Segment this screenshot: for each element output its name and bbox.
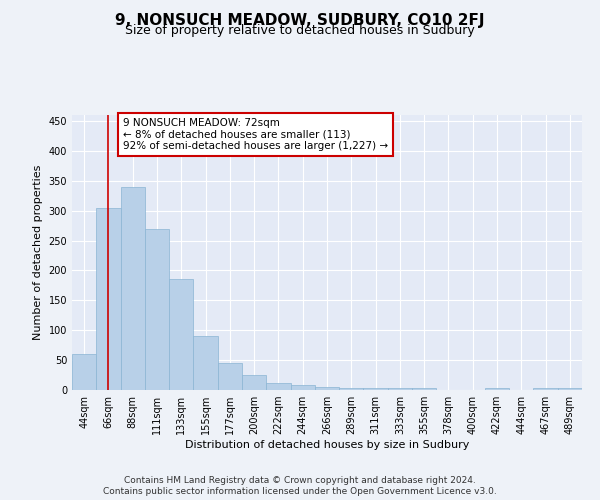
- Bar: [364, 388, 388, 390]
- Bar: [218, 363, 242, 390]
- Bar: [72, 354, 96, 390]
- Bar: [388, 388, 412, 390]
- Bar: [96, 208, 121, 390]
- Bar: [412, 388, 436, 390]
- Bar: [315, 387, 339, 390]
- Bar: [242, 375, 266, 390]
- Bar: [266, 383, 290, 390]
- X-axis label: Distribution of detached houses by size in Sudbury: Distribution of detached houses by size …: [185, 440, 469, 450]
- Text: Size of property relative to detached houses in Sudbury: Size of property relative to detached ho…: [125, 24, 475, 37]
- Bar: [485, 388, 509, 390]
- Bar: [145, 228, 169, 390]
- Y-axis label: Number of detached properties: Number of detached properties: [33, 165, 43, 340]
- Text: Contains HM Land Registry data © Crown copyright and database right 2024.: Contains HM Land Registry data © Crown c…: [124, 476, 476, 485]
- Bar: [339, 388, 364, 390]
- Bar: [193, 336, 218, 390]
- Bar: [558, 388, 582, 390]
- Bar: [533, 388, 558, 390]
- Text: 9 NONSUCH MEADOW: 72sqm
← 8% of detached houses are smaller (113)
92% of semi-de: 9 NONSUCH MEADOW: 72sqm ← 8% of detached…: [123, 118, 388, 151]
- Bar: [290, 385, 315, 390]
- Text: Contains public sector information licensed under the Open Government Licence v3: Contains public sector information licen…: [103, 487, 497, 496]
- Bar: [121, 186, 145, 390]
- Bar: [169, 280, 193, 390]
- Text: 9, NONSUCH MEADOW, SUDBURY, CO10 2FJ: 9, NONSUCH MEADOW, SUDBURY, CO10 2FJ: [115, 12, 485, 28]
